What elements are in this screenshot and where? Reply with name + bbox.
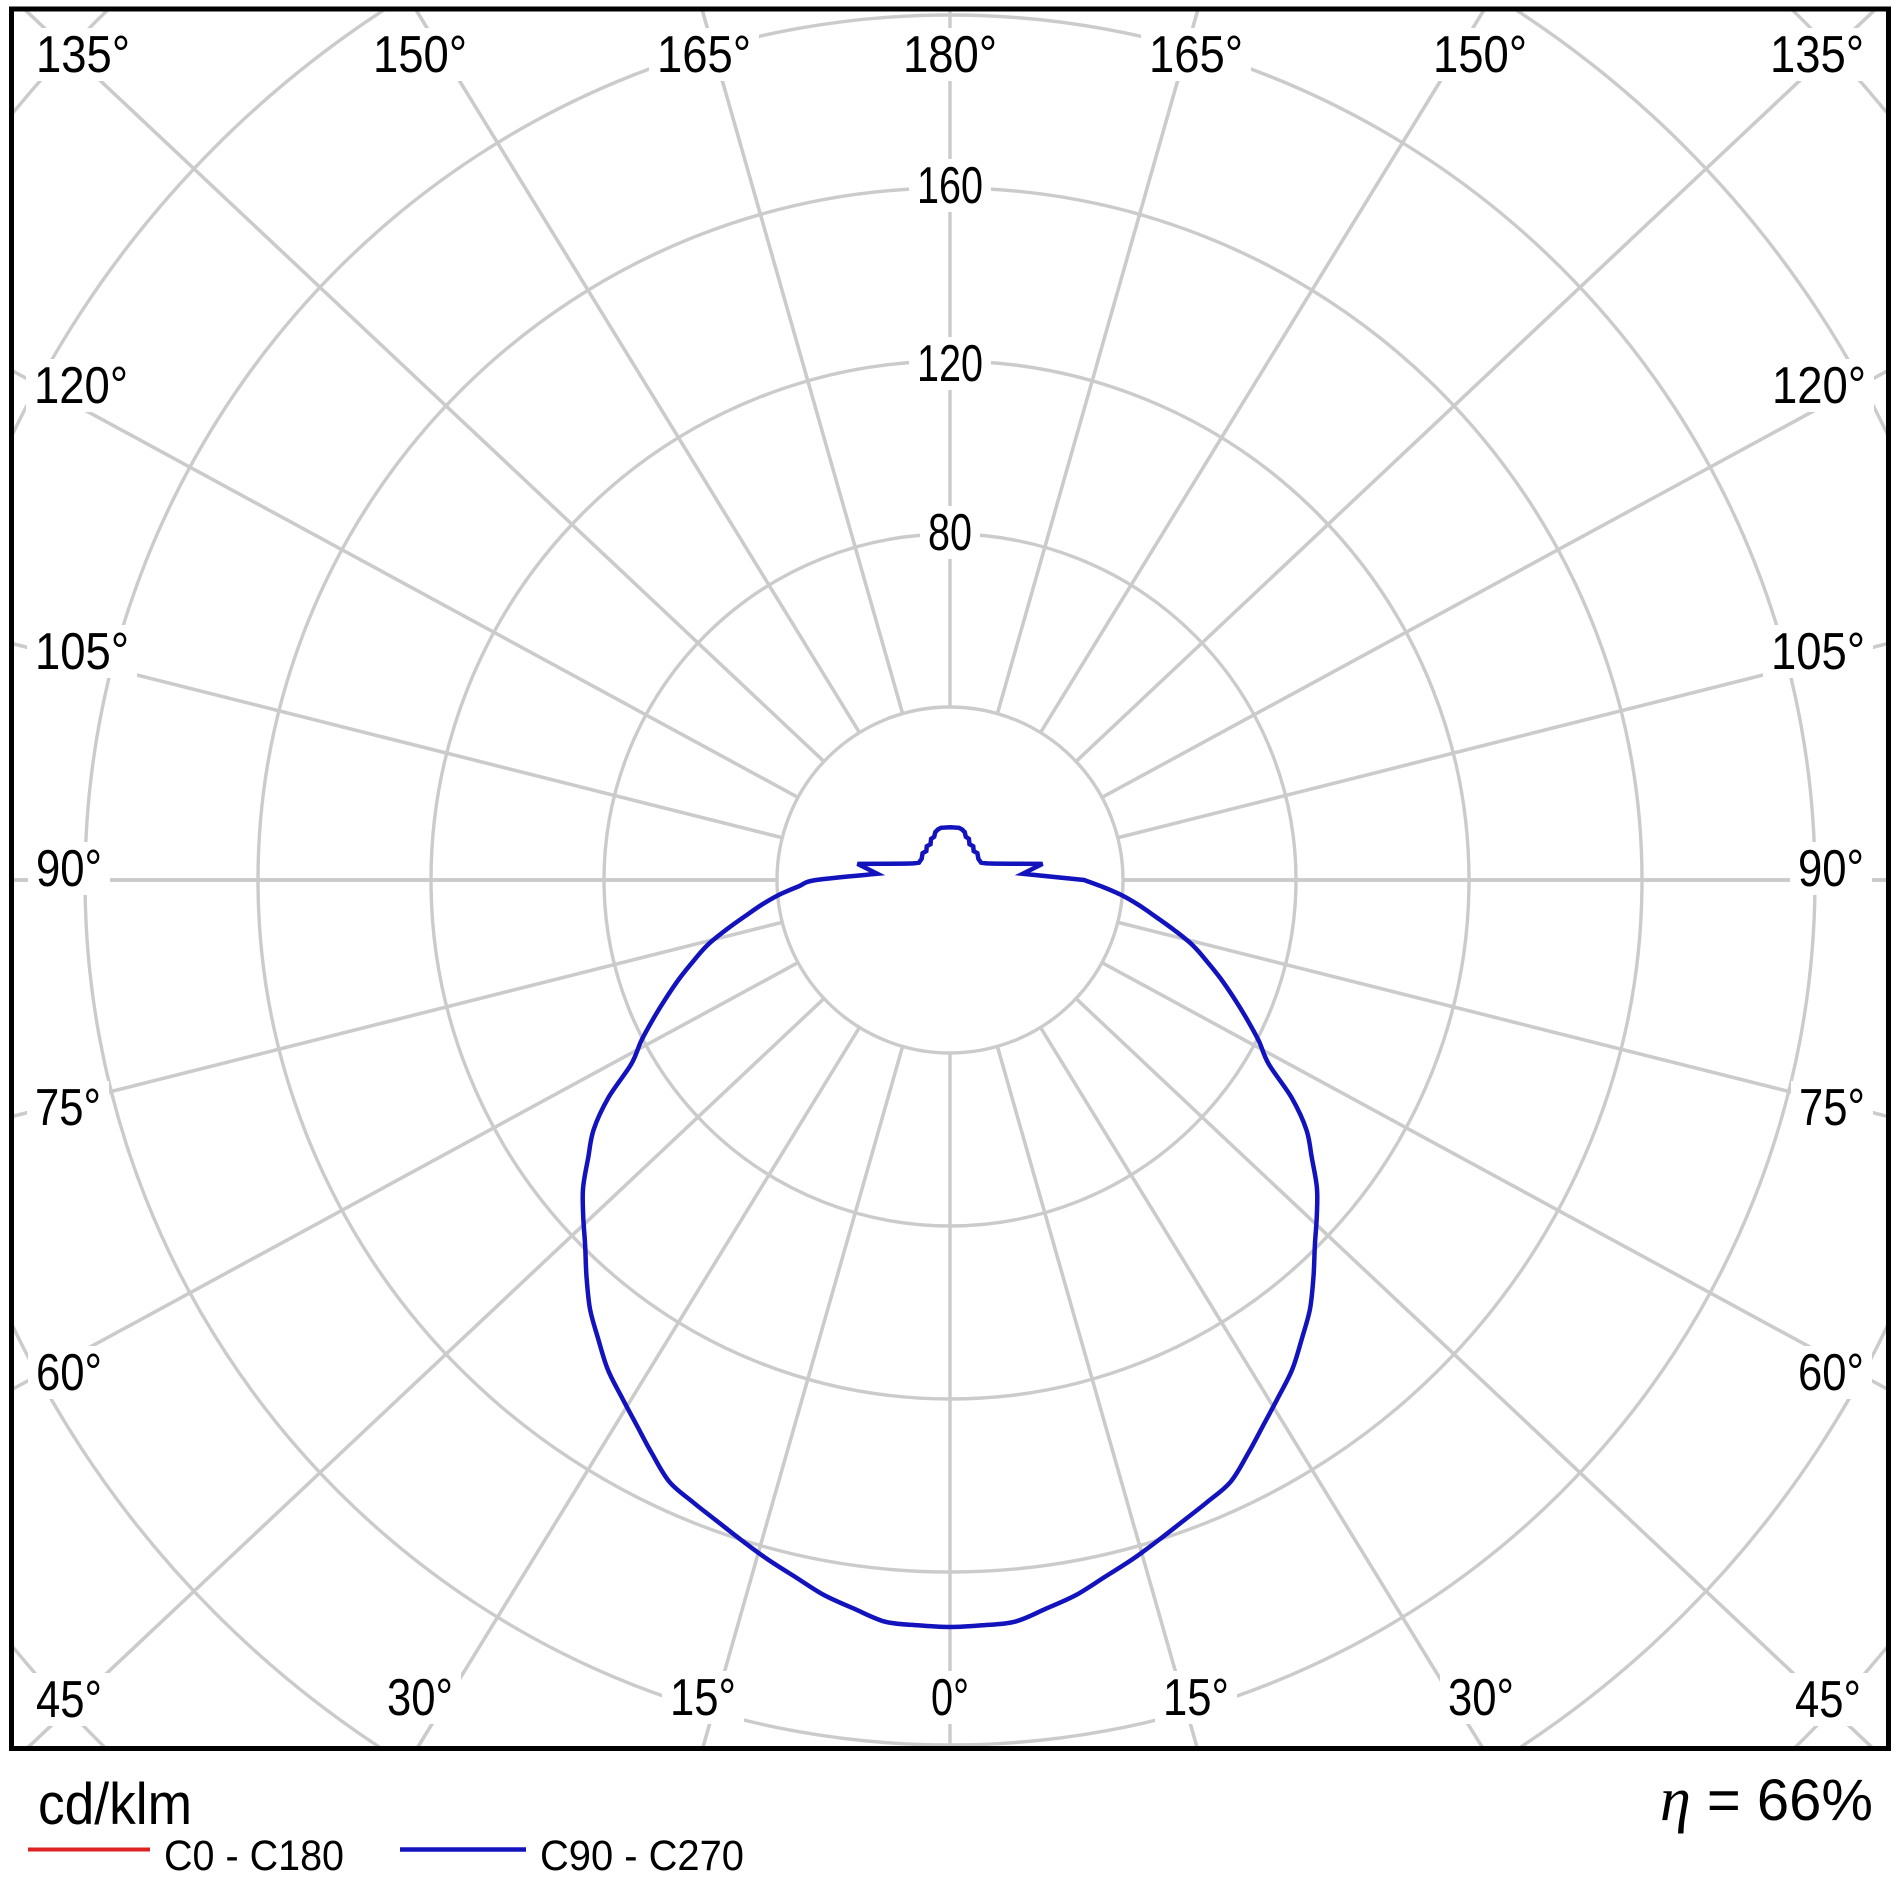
svg-text:120°: 120° xyxy=(1772,357,1866,415)
svg-text:135°: 135° xyxy=(1770,26,1864,84)
svg-text:75°: 75° xyxy=(35,1079,101,1137)
svg-text:80: 80 xyxy=(928,504,972,562)
svg-text:45°: 45° xyxy=(36,1671,102,1729)
svg-text:150°: 150° xyxy=(373,26,467,84)
svg-text:90°: 90° xyxy=(1798,840,1864,898)
svg-text:C90 - C270: C90 - C270 xyxy=(540,1832,744,1880)
svg-text:105°: 105° xyxy=(1771,623,1865,681)
svg-text:60°: 60° xyxy=(36,1344,102,1402)
svg-text:0°: 0° xyxy=(931,1669,969,1727)
svg-text:60°: 60° xyxy=(1798,1344,1864,1402)
svg-text:15°: 15° xyxy=(1163,1669,1229,1727)
svg-text:165°: 165° xyxy=(1149,26,1243,84)
svg-text:160: 160 xyxy=(917,157,983,215)
svg-text:150°: 150° xyxy=(1433,26,1527,84)
svg-text:cd/klm: cd/klm xyxy=(38,1772,192,1837)
svg-text:120: 120 xyxy=(917,335,983,393)
svg-text:15°: 15° xyxy=(670,1669,736,1727)
svg-text:75°: 75° xyxy=(1799,1079,1865,1137)
svg-text:45°: 45° xyxy=(1795,1671,1861,1729)
svg-text:120°: 120° xyxy=(34,357,128,415)
svg-text:135°: 135° xyxy=(36,26,130,84)
svg-text:C0 - C180: C0 - C180 xyxy=(164,1832,344,1880)
svg-text:30°: 30° xyxy=(387,1669,453,1727)
svg-text:90°: 90° xyxy=(36,840,102,898)
svg-text:η = 66%: η = 66% xyxy=(1660,1766,1873,1834)
svg-text:105°: 105° xyxy=(35,623,129,681)
svg-text:30°: 30° xyxy=(1448,1669,1514,1727)
svg-text:165°: 165° xyxy=(657,26,751,84)
svg-text:180°: 180° xyxy=(903,26,997,84)
